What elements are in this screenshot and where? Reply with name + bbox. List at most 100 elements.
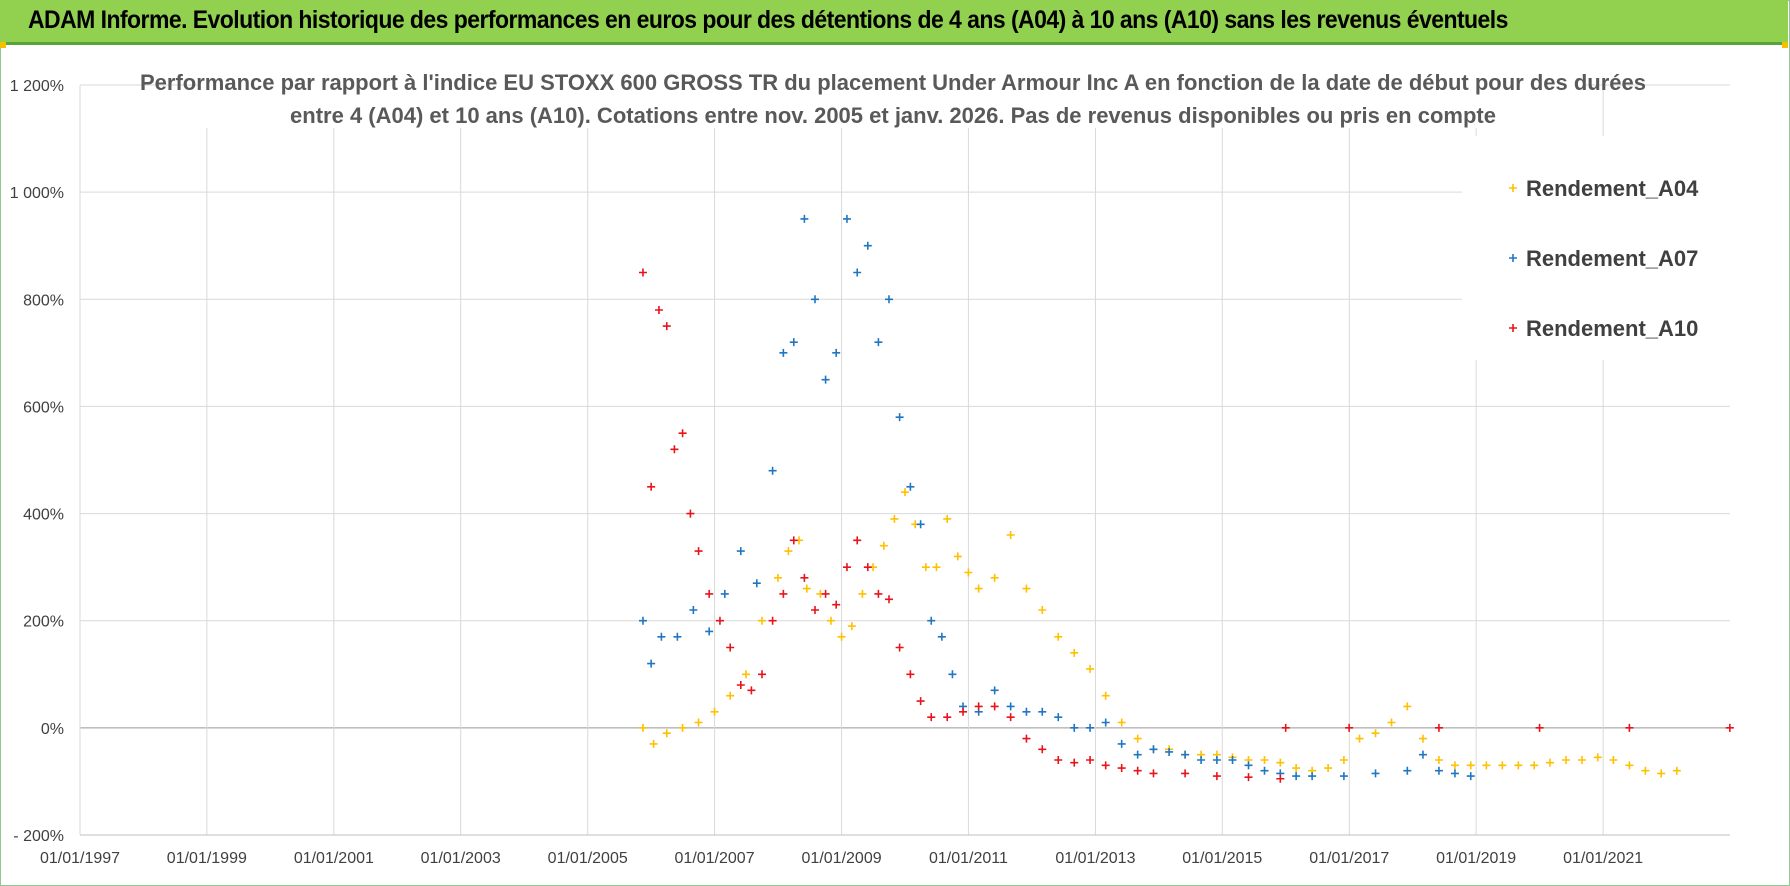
data-point — [1133, 766, 1142, 775]
data-point — [1609, 756, 1618, 764]
x-tick-label: 01/01/1999 — [167, 850, 247, 867]
data-point — [1530, 761, 1539, 770]
data-point — [705, 627, 714, 636]
data-point — [1006, 702, 1015, 711]
chart-title-background — [198, 64, 1584, 128]
data-point — [810, 295, 819, 304]
data-point — [1292, 772, 1301, 781]
data-point — [649, 739, 658, 748]
data-point — [1038, 745, 1047, 754]
data-point — [779, 348, 788, 357]
data-point — [837, 632, 846, 641]
chart-title-line-2: entre 4 (A04) et 10 ans (A10). Cotations… — [290, 103, 1496, 128]
data-point — [678, 429, 687, 438]
data-point — [1434, 756, 1443, 764]
series-rendement-a04 — [638, 488, 1681, 778]
data-point — [773, 573, 782, 582]
data-point — [1181, 750, 1190, 759]
data-point — [1038, 707, 1047, 716]
x-tick-label: 01/01/2021 — [1563, 850, 1643, 867]
data-point — [964, 568, 973, 577]
y-tick-label: - 200% — [13, 828, 64, 845]
data-point — [821, 375, 830, 384]
data-point — [1657, 769, 1666, 778]
data-point — [858, 589, 867, 598]
x-tick-label: 01/01/2015 — [1182, 850, 1262, 867]
data-point — [1545, 758, 1554, 767]
y-tick-label: 1 000% — [10, 185, 64, 202]
x-tick-label: 01/01/2013 — [1055, 850, 1135, 867]
y-tick-label: 800% — [23, 292, 64, 309]
data-point — [853, 536, 862, 545]
data-point — [779, 589, 788, 598]
data-point — [1038, 606, 1047, 614]
report-banner: ADAM Informe. Evolution historique des p… — [0, 0, 1788, 45]
data-point — [1498, 761, 1507, 770]
data-point — [694, 718, 703, 727]
data-point — [1244, 761, 1253, 770]
data-point — [800, 214, 809, 223]
data-point — [990, 702, 999, 711]
data-point — [927, 713, 936, 722]
data-point — [1117, 718, 1126, 727]
data-point — [1086, 756, 1095, 764]
data-point — [670, 445, 679, 454]
data-point — [1086, 723, 1095, 732]
data-point — [1371, 729, 1380, 738]
plot-area — [638, 214, 1734, 783]
data-point — [1292, 764, 1301, 773]
data-point — [726, 691, 735, 700]
data-point — [853, 268, 862, 277]
corner-accent-right — [1782, 42, 1788, 48]
x-tick-label: 01/01/2005 — [548, 850, 628, 867]
data-point — [1418, 750, 1427, 759]
data-point — [943, 514, 952, 523]
data-point — [1482, 761, 1491, 770]
data-point — [974, 702, 983, 711]
data-point — [1339, 756, 1348, 764]
data-point — [1070, 648, 1079, 657]
data-point — [1022, 707, 1031, 716]
data-point — [757, 616, 766, 625]
data-point — [1149, 769, 1158, 778]
data-point — [874, 589, 883, 598]
data-point — [1070, 723, 1079, 732]
y-tick-label: 1 200% — [10, 78, 64, 95]
data-point — [1371, 769, 1380, 778]
legend-marker — [1509, 254, 1517, 262]
y-tick-label: 400% — [23, 507, 64, 524]
legend-label: Rendement_A07 — [1526, 246, 1698, 271]
data-point — [932, 563, 941, 572]
data-point — [1387, 718, 1396, 727]
x-tick-label: 01/01/2007 — [675, 850, 755, 867]
data-point — [752, 579, 761, 588]
data-point — [768, 616, 777, 625]
data-point — [1260, 766, 1269, 775]
data-point — [662, 729, 671, 738]
data-point — [863, 563, 872, 572]
data-point — [1434, 723, 1443, 732]
data-point — [1725, 723, 1734, 732]
x-tick-label: 01/01/2017 — [1309, 850, 1389, 867]
data-point — [1117, 739, 1126, 748]
data-point — [647, 482, 656, 491]
data-point — [1006, 531, 1015, 539]
data-point — [1101, 761, 1110, 770]
data-point — [1070, 758, 1079, 767]
data-point — [874, 338, 883, 347]
data-point — [1641, 766, 1650, 775]
data-point — [916, 520, 925, 529]
x-tick-label: 01/01/2011 — [929, 850, 1008, 867]
data-point — [1324, 764, 1333, 773]
data-point — [927, 616, 936, 625]
data-point — [768, 466, 777, 475]
data-point — [863, 241, 872, 250]
data-point — [747, 686, 756, 695]
y-tick-label: 600% — [23, 399, 64, 416]
data-point — [974, 584, 983, 593]
data-point — [1101, 718, 1110, 727]
data-point — [757, 670, 766, 679]
data-point — [1101, 691, 1110, 700]
data-point — [990, 573, 999, 582]
